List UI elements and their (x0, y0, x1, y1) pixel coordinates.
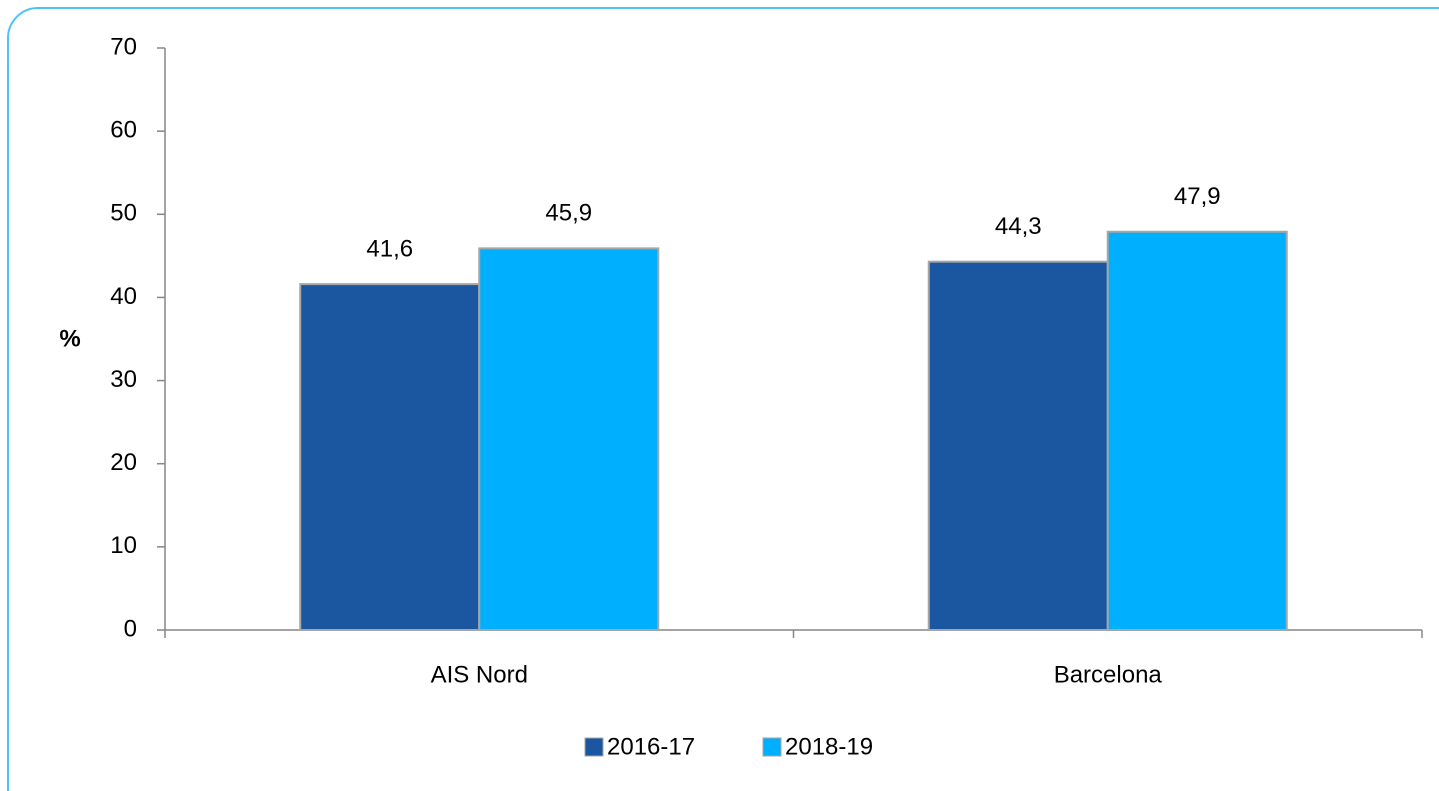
y-tick-label: 0 (124, 615, 137, 642)
data-label: 41,6 (366, 235, 413, 262)
y-axis-label: % (59, 325, 80, 352)
y-tick-label: 70 (110, 33, 137, 60)
y-tick-label: 30 (110, 366, 137, 393)
data-label: 45,9 (545, 200, 592, 227)
y-tick-label: 60 (110, 116, 137, 143)
data-label: 47,9 (1174, 183, 1221, 210)
y-tick-label: 20 (110, 449, 137, 476)
legend-swatch (584, 737, 604, 757)
x-tick-label: Barcelona (1054, 661, 1163, 688)
legend-swatch (762, 737, 782, 757)
bar (927, 260, 1109, 631)
legend-label: 2018-19 (785, 733, 873, 760)
legend-label: 2016-17 (607, 733, 695, 760)
y-tick-label: 50 (110, 200, 137, 227)
x-tick-label: AIS Nord (431, 661, 528, 688)
y-tick-label: 10 (110, 532, 137, 559)
bar (299, 283, 481, 631)
y-tick-label: 40 (110, 283, 137, 310)
data-label: 44,3 (995, 213, 1042, 240)
bar (478, 247, 660, 631)
bar (1106, 230, 1288, 631)
